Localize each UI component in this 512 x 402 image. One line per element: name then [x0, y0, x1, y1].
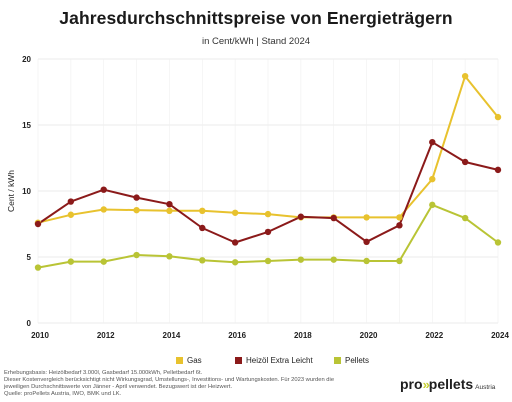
- logo-text-pellets: pellets: [428, 376, 474, 392]
- data-point: [133, 194, 140, 201]
- legend-label: Gas: [187, 356, 202, 365]
- data-point: [199, 257, 206, 264]
- data-point: [429, 201, 436, 209]
- data-point: [133, 251, 140, 259]
- y-tick-label: 10: [22, 187, 31, 196]
- data-point: [494, 239, 502, 246]
- data-point: [297, 256, 305, 263]
- data-point: [166, 253, 173, 260]
- data-point: [330, 256, 337, 263]
- data-point: [297, 213, 305, 220]
- data-point: [100, 258, 107, 265]
- grid: [37, 58, 499, 324]
- chart-title: Jahresdurchschnittspreise von Energieträ…: [59, 8, 453, 28]
- data-point: [231, 209, 239, 216]
- legend-swatch: [235, 357, 242, 364]
- data-point: [231, 239, 239, 246]
- legend-swatch: [176, 357, 183, 364]
- legend-label: Heizöl Extra Leicht: [246, 356, 313, 365]
- data-point: [199, 224, 206, 232]
- y-axis-title: Cent / kWh: [6, 170, 16, 212]
- axes: 0 5 10 15 20 2010 2012 2014 2016 2018 2020 2022 2024…: [6, 55, 509, 340]
- footnote-line: Dieser Kostenvergleich berücksichtigt ni…: [4, 377, 335, 383]
- y-tick-label: 20: [22, 55, 31, 64]
- data-point: [34, 220, 42, 228]
- data-point: [363, 257, 370, 265]
- data-point: [67, 258, 75, 265]
- logo-text-pro: pro: [400, 376, 423, 392]
- chart-subtitle: in Cent/kWh | Stand 2024: [201, 36, 311, 47]
- data-point: [461, 214, 469, 222]
- logo-chevrons: »: [422, 377, 430, 392]
- data-point: [166, 201, 173, 208]
- y-tick-label: 15: [22, 121, 31, 130]
- data-point: [100, 186, 107, 193]
- data-point: [429, 175, 436, 183]
- data-point: [34, 264, 42, 271]
- footnote: Erhebungsbasis: Heizölbedarf 3.000l, Gas…: [4, 370, 389, 398]
- x-tick-label: 2010: [31, 331, 49, 340]
- x-tick-label: 2016: [228, 331, 246, 340]
- data-point: [166, 207, 173, 214]
- data-point: [494, 113, 502, 121]
- footnote-line: Erhebungsbasis: Heizölbedarf 3.000l, Gas…: [4, 370, 203, 376]
- series-points: [34, 72, 502, 271]
- data-point: [396, 257, 403, 265]
- data-point: [264, 228, 272, 236]
- data-point: [133, 206, 140, 214]
- data-point: [100, 206, 107, 213]
- footnote-line: Quelle: proPellets Austria, IWO, BMK und…: [4, 391, 122, 397]
- logo-text-austria: Austria: [475, 384, 496, 391]
- y-tick-label: 5: [27, 253, 32, 262]
- data-point: [363, 238, 370, 246]
- propellets-logo: pro»pellets Austria: [400, 376, 495, 392]
- data-point: [199, 207, 206, 214]
- legend: Gas Heizöl Extra Leicht Pellets: [176, 356, 369, 365]
- data-point: [231, 259, 239, 266]
- x-tick-label: 2022: [425, 331, 443, 340]
- data-point: [461, 158, 469, 166]
- data-point: [67, 198, 75, 205]
- legend-swatch: [334, 357, 341, 364]
- footnote-line: jeweiligen Durchschnittswerte von Jänner…: [4, 384, 233, 390]
- data-point: [396, 222, 403, 229]
- x-tick-label: 2014: [163, 331, 181, 340]
- data-point: [429, 138, 436, 146]
- data-point: [264, 210, 272, 218]
- data-point: [363, 214, 370, 221]
- x-tick-label: 2024: [491, 331, 509, 340]
- x-tick-label: 2012: [97, 331, 115, 340]
- data-point: [330, 214, 337, 222]
- x-tick-label: 2018: [294, 331, 312, 340]
- data-point: [494, 166, 502, 174]
- data-point: [67, 211, 75, 218]
- data-point: [264, 257, 272, 265]
- y-tick-label: 0: [27, 319, 32, 328]
- data-point: [396, 214, 403, 221]
- legend-label: Pellets: [345, 356, 369, 365]
- x-tick-label: 2020: [360, 331, 378, 340]
- data-point: [461, 72, 469, 80]
